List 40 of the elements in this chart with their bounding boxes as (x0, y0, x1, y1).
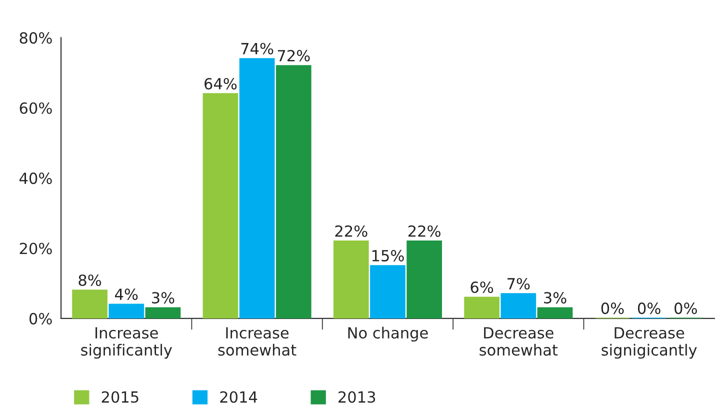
data-label: 7% (508, 278, 530, 290)
legend-label: 2014 (220, 391, 258, 403)
bar (464, 296, 500, 318)
x-tick-label: Increase significantly (81, 327, 172, 359)
data-label: 15% (372, 250, 404, 262)
bar (239, 58, 275, 318)
x-tick-label: Increase somewhat (218, 327, 296, 356)
data-label: 4% (114, 288, 138, 300)
bar (202, 93, 238, 318)
legend-label: 2015 (102, 391, 138, 403)
bar (500, 293, 536, 318)
bar (108, 304, 144, 318)
x-tick-label: No change (348, 326, 428, 342)
x-tick-label: Decrease signigicantly (602, 327, 697, 359)
y-tick-label: 60% (20, 102, 52, 114)
data-label: 22% (408, 225, 440, 237)
bar (406, 240, 442, 318)
data-label: 3% (544, 292, 566, 304)
data-label: 8% (78, 274, 102, 286)
y-tick-label: 0% (29, 312, 52, 324)
y-tick-label: 80% (20, 32, 52, 44)
data-label: 22% (335, 225, 368, 237)
bar (333, 240, 369, 318)
data-label: 64% (204, 78, 237, 90)
data-label: 0% (601, 302, 624, 314)
bar (72, 290, 108, 318)
bar (537, 307, 573, 318)
bar (370, 265, 406, 318)
data-label: 0% (674, 302, 697, 314)
data-label: 74% (241, 42, 274, 54)
legend-label: 2013 (338, 391, 376, 403)
y-tick-label: 20% (20, 242, 52, 254)
data-label: 72% (278, 50, 310, 62)
data-label: 6% (470, 281, 494, 294)
bar (276, 65, 312, 318)
data-label: 3% (152, 292, 174, 304)
x-tick-label: Decrease somewhat (480, 327, 558, 356)
bar (145, 307, 181, 318)
data-label: 0% (638, 302, 660, 314)
y-tick-label: 40% (19, 172, 52, 184)
